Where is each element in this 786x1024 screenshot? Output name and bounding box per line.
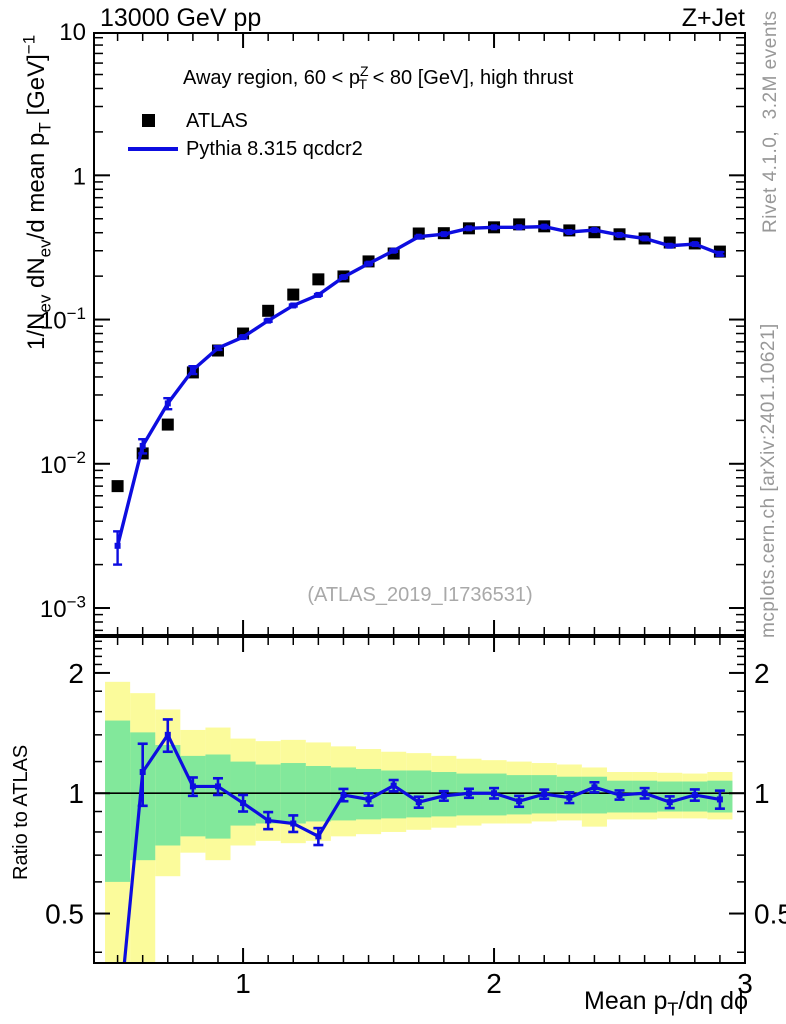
beam-energy-label: 13000 GeV pp [100,4,262,32]
x-tick-label: 3 [737,968,753,999]
x-tick-label: 2 [486,968,502,999]
ratio-tick-label-left: 2 [68,658,84,689]
y-tick-label: 10−3 [40,592,86,623]
legend-label-pythia: Pythia 8.315 qcdcr2 [186,138,363,160]
rivet-version-caption: Rivet 4.1.0, 3.2M events [760,10,781,233]
y-axis-title: 1/Nev dNev/d mean pT [GeV]−1 [19,35,54,350]
atlas-data-point [262,304,275,317]
ratio-tick-label-left: 0.5 [45,899,84,930]
mcplots-caption: mcplots.cern.ch [arXiv:2401.10621] [758,323,779,638]
ratio-tick-label-left: 1 [68,778,84,809]
y-tick-label: 10−2 [40,448,86,479]
legend-label-atlas: ATLAS [186,110,248,132]
ratio-uncertainty-bands [105,681,733,963]
process-label: Z+Jet [681,4,745,32]
pythia-curve [115,224,721,547]
atlas-data-point [312,273,325,286]
analysis-watermark: (ATLAS_2019_I1736531) [307,584,533,606]
main-panel-series [111,218,726,566]
axes-and-frames [93,32,746,964]
y-tick-label: 1 [73,163,86,190]
atlas-data-point [287,288,300,301]
y-tick-label: 10−1 [40,304,86,335]
plot-title: Away region, 60 < pZ T < 80 [GeV], high t… [183,63,574,92]
ratio-axis-title: Ratio to ATLAS [10,744,32,880]
y-tick-label: 10 [59,19,86,46]
atlas-data-point [111,480,124,493]
ratio-tick-label-right: 0.5 [754,899,786,930]
legend-line-icon [128,147,178,151]
ratio-tick-label-right: 1 [754,778,770,809]
legend-square-marker-icon [142,114,155,127]
x-axis-title: Mean pT/dη dϕ [584,987,748,1020]
ratio-panel-series [94,718,745,963]
x-tick-label: 1 [235,968,251,999]
ratio-tick-label-right: 2 [754,658,770,689]
axis-titles-and-tick-labels: 1 2 3 10 1 10−1 10−2 10−3 2 2 1 1 0.5 0.5 Away region,… [19,19,786,1019]
atlas-data-point [161,418,174,431]
